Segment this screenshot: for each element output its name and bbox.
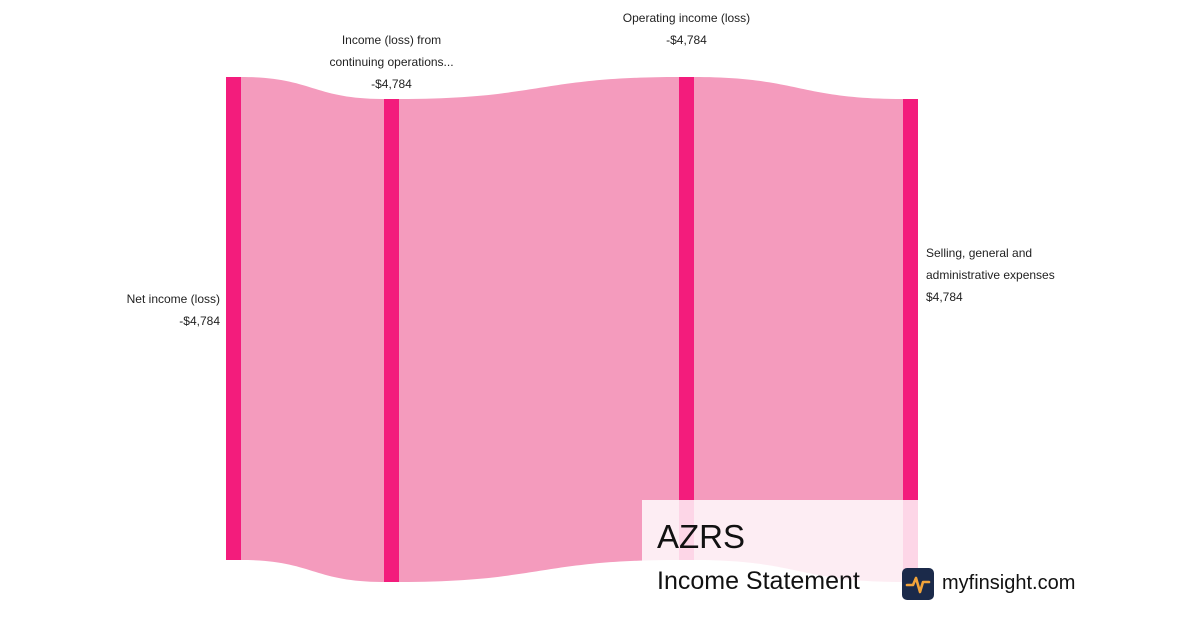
node [226,77,241,560]
brand: myfinsight.com [942,572,1076,594]
node-label: Selling, general and administrative expe… [926,242,1076,308]
node-value: -$4,784 [179,313,220,328]
node-label: Operating income (loss) -$4,784 [612,7,762,51]
brand-icon [902,568,934,600]
link [241,77,384,582]
link [399,77,679,582]
node-value: $4,784 [926,289,963,304]
overlay-background [642,500,918,630]
link [694,77,903,582]
node-value: -$4,784 [666,33,707,47]
node-label: Net income (loss) -$4,784 [100,288,220,332]
pulse [905,576,931,594]
overlay: AZRS Income Statement myfinsight.com [642,500,1200,630]
node [679,77,694,560]
node [384,99,399,582]
node-value: -$4,784 [371,77,412,91]
ticker: AZRS [657,518,746,555]
brand-icon-graphic [905,576,931,594]
node [903,99,918,582]
subtitle: Income Statement [657,567,860,595]
node-label: Income (loss) from continuing operations… [317,29,467,95]
